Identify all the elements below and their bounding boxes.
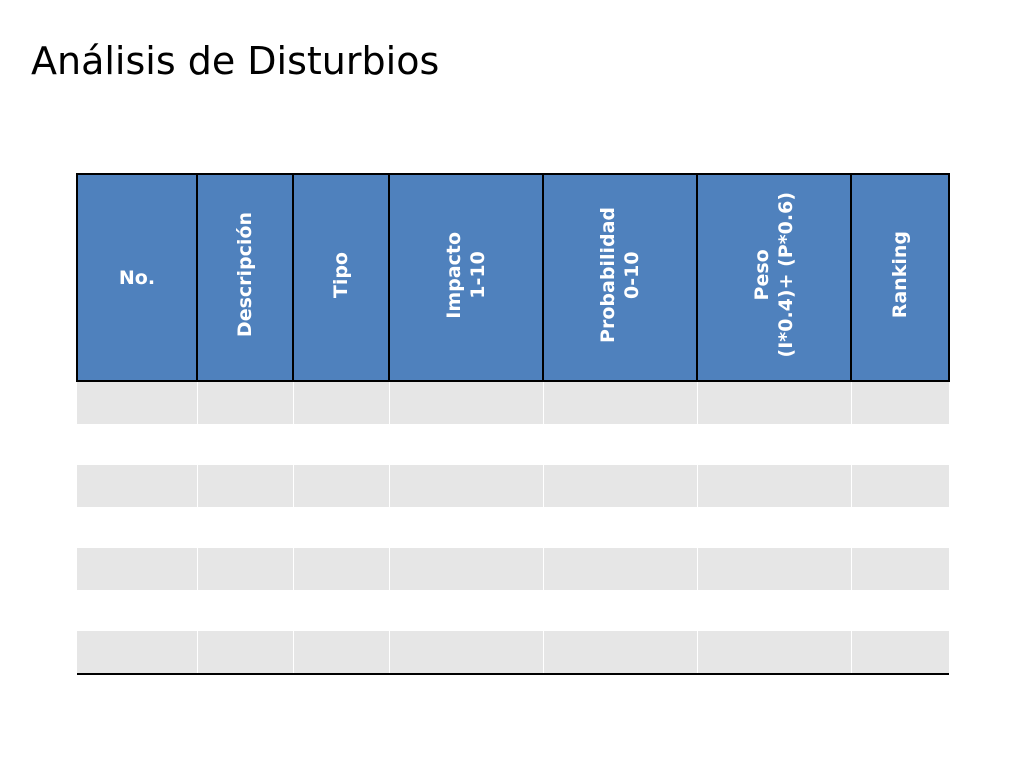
table-row bbox=[77, 589, 949, 631]
table-cell[interactable] bbox=[77, 465, 198, 507]
table-cell[interactable] bbox=[196, 631, 294, 675]
column-header-descripcion-label: Descripción bbox=[234, 212, 256, 338]
column-header-peso: Peso (I*0.4)+ (P*0.6) bbox=[696, 173, 852, 382]
table-cell[interactable] bbox=[850, 631, 949, 675]
table-row bbox=[77, 548, 949, 590]
table-cell[interactable] bbox=[388, 506, 544, 548]
column-header-probabilidad: Probabilidad 0-10 bbox=[542, 173, 698, 382]
column-header-no-label: No. bbox=[118, 266, 156, 289]
table-row bbox=[77, 506, 949, 548]
column-header-impacto: Impacto 1-10 bbox=[388, 173, 544, 382]
table-cell[interactable] bbox=[696, 381, 852, 424]
table-cell[interactable] bbox=[196, 423, 294, 465]
table-cell[interactable] bbox=[696, 506, 852, 548]
column-header-descripcion: Descripción bbox=[196, 173, 294, 382]
table-cell[interactable] bbox=[388, 631, 544, 675]
disturbance-table: No. Descripción Tipo Impact bbox=[76, 173, 950, 675]
table-row bbox=[77, 631, 949, 675]
table-cell[interactable] bbox=[850, 381, 949, 424]
column-header-impacto-label: Impacto bbox=[443, 231, 465, 319]
table-cell[interactable] bbox=[696, 631, 852, 675]
table-cell[interactable] bbox=[542, 423, 698, 465]
table-row bbox=[77, 423, 949, 465]
table-cell[interactable] bbox=[77, 548, 198, 590]
column-header-impacto-range: 1-10 bbox=[467, 251, 489, 299]
table-row bbox=[77, 381, 949, 424]
table-cell[interactable] bbox=[292, 423, 390, 465]
table-cell[interactable] bbox=[850, 589, 949, 631]
column-header-probabilidad-label: Probabilidad bbox=[597, 207, 619, 343]
column-header-probabilidad-range: 0-10 bbox=[621, 251, 643, 299]
header-row: No. Descripción Tipo Impact bbox=[76, 173, 950, 382]
table-cell[interactable] bbox=[542, 548, 698, 590]
table-cell[interactable] bbox=[542, 465, 698, 507]
table-cell[interactable] bbox=[388, 548, 544, 590]
table-cell[interactable] bbox=[196, 548, 294, 590]
table-cell[interactable] bbox=[292, 548, 390, 590]
table-cell[interactable] bbox=[196, 589, 294, 631]
table-cell[interactable] bbox=[696, 589, 852, 631]
table-cell[interactable] bbox=[696, 465, 852, 507]
table-cell[interactable] bbox=[542, 589, 698, 631]
table-cell[interactable] bbox=[77, 506, 198, 548]
table-cell[interactable] bbox=[196, 381, 294, 424]
table-cell[interactable] bbox=[542, 631, 698, 675]
table-cell[interactable] bbox=[388, 423, 544, 465]
table-cell[interactable] bbox=[292, 631, 390, 675]
column-header-ranking-label: Ranking bbox=[889, 231, 911, 319]
table-cell[interactable] bbox=[850, 548, 949, 590]
column-header-tipo-label: Tipo bbox=[330, 251, 352, 299]
table-cell[interactable] bbox=[542, 506, 698, 548]
table-cell[interactable] bbox=[77, 631, 198, 675]
table-cell[interactable] bbox=[196, 465, 294, 507]
column-header-ranking: Ranking bbox=[850, 173, 950, 382]
table-cell[interactable] bbox=[77, 589, 198, 631]
column-header-peso-label: Peso bbox=[751, 249, 773, 301]
disturbance-table-container: No. Descripción Tipo Impact bbox=[76, 173, 950, 675]
table-cell[interactable] bbox=[292, 589, 390, 631]
table-cell[interactable] bbox=[77, 423, 198, 465]
table-cell[interactable] bbox=[196, 506, 294, 548]
table-cell[interactable] bbox=[696, 423, 852, 465]
table-cell[interactable] bbox=[77, 381, 198, 424]
column-header-no: No. bbox=[76, 173, 198, 382]
table-cell[interactable] bbox=[850, 506, 949, 548]
table-cell[interactable] bbox=[292, 506, 390, 548]
table-cell[interactable] bbox=[850, 465, 949, 507]
table-cell[interactable] bbox=[696, 548, 852, 590]
table-row bbox=[77, 465, 949, 507]
table-cell[interactable] bbox=[388, 381, 544, 424]
table-cell[interactable] bbox=[292, 465, 390, 507]
column-header-tipo: Tipo bbox=[292, 173, 390, 382]
table-cell[interactable] bbox=[388, 589, 544, 631]
column-header-peso-formula: (I*0.4)+ (P*0.6) bbox=[775, 192, 797, 358]
slide-title: Análisis de Disturbios bbox=[31, 39, 440, 83]
table-cell[interactable] bbox=[388, 465, 544, 507]
table-cell[interactable] bbox=[542, 381, 698, 424]
table-cell[interactable] bbox=[850, 423, 949, 465]
table-cell[interactable] bbox=[292, 381, 390, 424]
